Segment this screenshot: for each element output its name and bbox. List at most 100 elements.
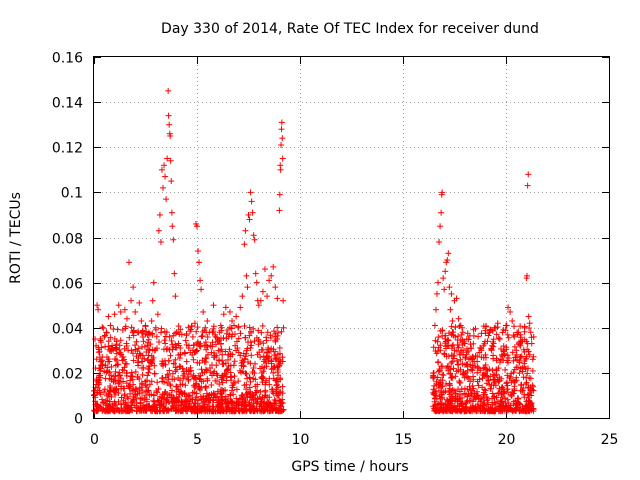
data-point-marker	[530, 353, 537, 360]
data-point-marker	[97, 362, 104, 369]
data-point-marker	[495, 389, 502, 396]
data-point-marker	[464, 407, 471, 414]
data-point-marker	[235, 324, 242, 331]
data-point-marker	[526, 351, 533, 358]
data-point-marker	[165, 406, 172, 413]
data-point-marker	[107, 334, 114, 341]
y-tick-label: 0.1	[61, 186, 83, 202]
data-point-marker	[176, 363, 183, 370]
data-point-marker	[456, 378, 463, 385]
data-point-marker	[493, 355, 500, 362]
data-point-marker	[457, 391, 464, 398]
x-tick-label: 25	[601, 432, 619, 448]
data-point-marker	[229, 351, 236, 358]
data-point-marker	[430, 344, 437, 351]
data-point-marker	[172, 293, 179, 300]
data-point-marker	[142, 378, 149, 385]
data-point-marker	[106, 401, 113, 408]
data-point-marker	[107, 372, 114, 379]
data-point-marker	[125, 395, 132, 402]
data-point-marker	[185, 392, 192, 399]
data-point-marker	[523, 403, 530, 410]
data-point-marker	[173, 407, 180, 414]
data-point-marker	[123, 340, 130, 347]
data-point-marker	[467, 386, 474, 393]
data-point-marker	[113, 338, 120, 345]
data-point-marker	[136, 350, 143, 357]
data-point-marker	[183, 332, 190, 339]
data-point-marker	[247, 344, 254, 351]
data-point-marker	[226, 408, 233, 415]
data-point-marker	[267, 332, 274, 339]
data-point-marker	[223, 330, 230, 337]
data-point-marker	[257, 338, 264, 345]
data-point-marker	[521, 348, 528, 355]
data-point-marker	[94, 302, 101, 309]
data-point-marker	[159, 374, 166, 381]
data-point-marker	[454, 357, 461, 364]
data-point-marker	[154, 379, 161, 386]
data-point-marker	[134, 374, 141, 381]
data-point-marker	[239, 357, 246, 364]
data-point-marker	[132, 308, 139, 315]
data-point-marker	[444, 342, 451, 349]
data-point-marker	[249, 403, 256, 410]
data-point-marker	[484, 401, 491, 408]
data-point-marker	[433, 380, 440, 387]
data-point-marker	[477, 344, 484, 351]
data-point-marker	[438, 363, 445, 370]
data-point-marker	[254, 351, 261, 358]
data-point-marker	[457, 400, 464, 407]
data-point-marker	[437, 396, 444, 403]
data-point-marker	[230, 391, 237, 398]
data-point-marker	[481, 371, 488, 378]
data-point-marker	[280, 406, 287, 413]
data-point-marker	[272, 407, 279, 414]
data-point-marker	[514, 356, 521, 363]
data-point-marker	[128, 297, 135, 304]
data-point-marker	[445, 337, 452, 344]
data-point-marker	[113, 346, 120, 353]
data-point-marker	[239, 401, 246, 408]
data-point-marker	[119, 327, 126, 334]
data-point-marker	[458, 331, 465, 338]
data-point-marker	[208, 381, 215, 388]
data-point-marker	[276, 191, 283, 198]
data-point-marker	[198, 333, 205, 340]
data-point-marker	[444, 408, 451, 415]
data-point-marker	[459, 394, 466, 401]
data-point-marker	[145, 346, 152, 353]
data-point-marker	[515, 395, 522, 402]
data-point-marker	[487, 326, 494, 333]
chart-title: Day 330 of 2014, Rate Of TEC Index for r…	[161, 21, 539, 37]
data-point-marker	[253, 334, 260, 341]
data-point-marker	[525, 171, 532, 178]
data-point-marker	[278, 119, 285, 126]
data-point-marker	[277, 388, 284, 395]
data-point-marker	[242, 397, 249, 404]
data-point-marker	[148, 404, 155, 411]
data-point-marker	[435, 368, 442, 375]
data-point-marker	[246, 324, 253, 331]
data-point-marker	[510, 357, 517, 364]
data-point-marker	[442, 268, 449, 275]
data-point-marker	[449, 374, 456, 381]
data-point-marker	[247, 189, 254, 196]
data-point-marker	[442, 338, 449, 345]
y-tick-label: 0.02	[52, 367, 83, 383]
data-point-marker	[105, 343, 112, 350]
data-point-marker	[155, 385, 162, 392]
data-point-marker	[226, 308, 233, 315]
data-point-marker	[198, 286, 205, 293]
data-point-marker	[271, 352, 278, 359]
data-point-marker	[475, 382, 482, 389]
data-point-marker	[237, 352, 244, 359]
data-point-marker	[116, 346, 123, 353]
data-point-marker	[480, 323, 487, 330]
data-point-marker	[111, 400, 118, 407]
data-point-marker	[190, 341, 197, 348]
data-point-marker	[448, 345, 455, 352]
data-point-marker	[440, 372, 447, 379]
data-point-marker	[144, 342, 151, 349]
data-point-marker	[128, 324, 135, 331]
